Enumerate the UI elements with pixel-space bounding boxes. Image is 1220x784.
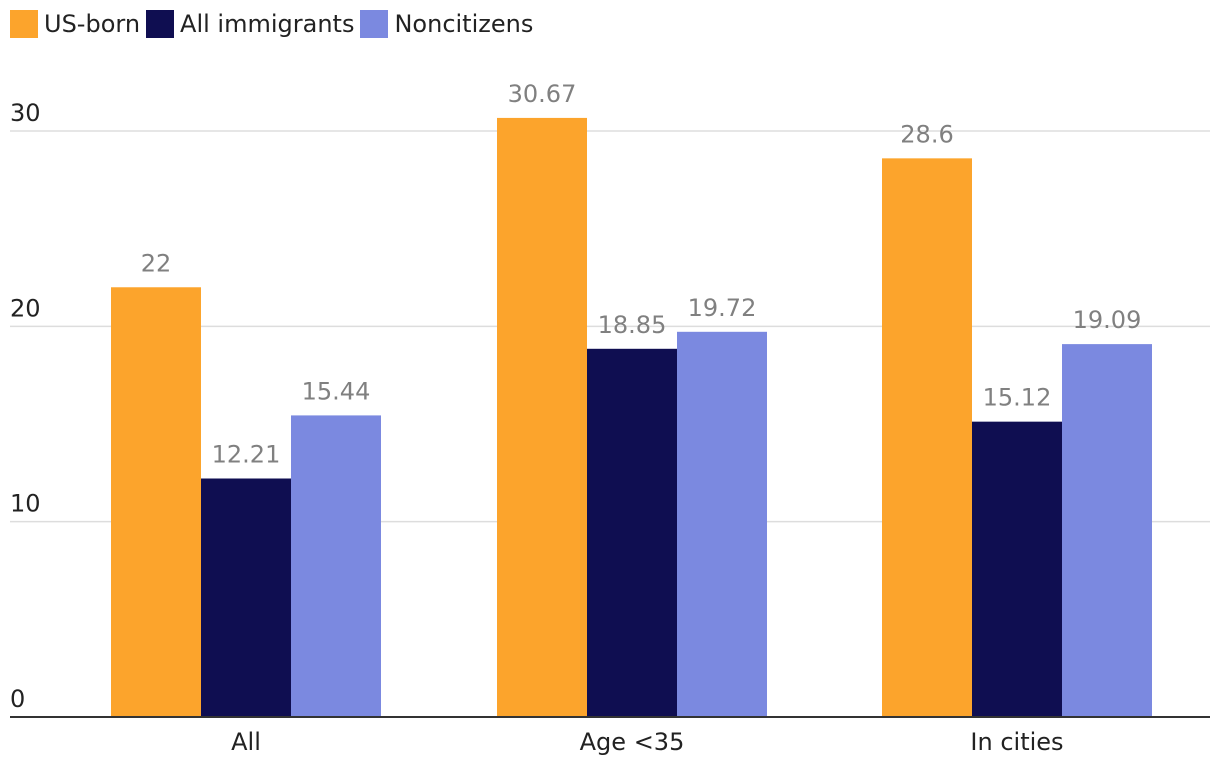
- x-tick-label: In cities: [970, 728, 1063, 756]
- legend-swatch-us-born: [10, 10, 38, 38]
- data-label: 15.12: [983, 384, 1052, 412]
- data-label: 28.6: [900, 120, 953, 148]
- bar[interactable]: [677, 331, 767, 717]
- bar[interactable]: [1062, 344, 1152, 717]
- legend-swatch-all-immigrants: [146, 10, 175, 38]
- y-tick-label: 30: [10, 99, 41, 127]
- legend-swatch-noncitizens: [360, 10, 389, 38]
- data-label: 12.21: [212, 440, 281, 468]
- data-label: 30.67: [508, 80, 577, 108]
- legend-label-all-immigrants: All immigrants: [180, 10, 355, 38]
- bar[interactable]: [882, 158, 972, 717]
- legend-item-all-immigrants[interactable]: All immigrants: [146, 10, 354, 38]
- data-label: 18.85: [598, 311, 667, 339]
- legend-label-us-born: US-born: [44, 10, 141, 38]
- data-label: 15.44: [302, 377, 371, 405]
- y-tick-label: 20: [10, 294, 41, 322]
- data-label: 19.72: [688, 294, 757, 322]
- bar[interactable]: [201, 478, 291, 717]
- legend-label-noncitizens: Noncitizens: [394, 10, 534, 38]
- bar[interactable]: [972, 421, 1062, 717]
- x-tick-label: Age <35: [580, 728, 685, 756]
- x-tick-label: All: [231, 728, 261, 756]
- legend: US-born All immigrants Noncitizens: [10, 8, 539, 40]
- data-label: 22: [141, 249, 172, 277]
- bar[interactable]: [497, 117, 587, 718]
- bar[interactable]: [111, 287, 201, 717]
- legend-item-us-born[interactable]: US-born: [10, 10, 140, 38]
- y-tick-label: 0: [10, 685, 25, 713]
- data-label: 19.09: [1073, 306, 1142, 334]
- bar[interactable]: [587, 348, 677, 717]
- legend-item-noncitizens[interactable]: Noncitizens: [360, 10, 533, 38]
- y-tick-label: 10: [10, 490, 41, 518]
- bar[interactable]: [291, 415, 381, 717]
